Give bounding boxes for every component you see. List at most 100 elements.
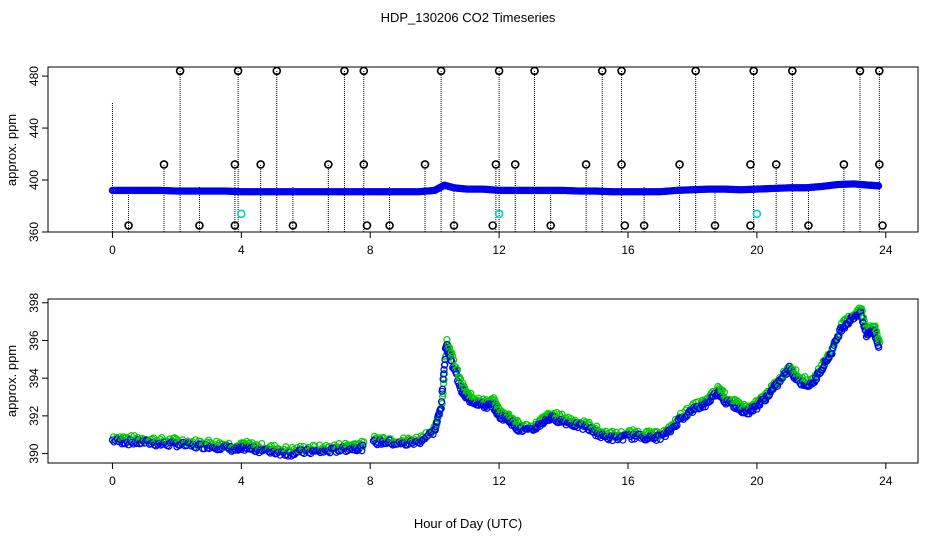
co2-point [672,422,680,431]
flagged-point [839,160,849,169]
top-dropouts [111,70,880,232]
x-tick-label: 8 [367,243,374,257]
top-points [108,66,887,230]
co2-alt-point [449,352,457,360]
flagged-point [875,160,884,169]
co2-alt-point [448,349,456,357]
bottom-x-axis: 0 4 8 12 16 20 24 [109,463,893,488]
flagged-point [617,160,626,169]
flagged-point [288,221,298,230]
co2-point [806,379,814,387]
flagged-point [340,66,349,76]
co2-point [875,343,883,351]
flagged-point [875,66,884,76]
flagged-point [233,66,243,76]
co2-alt-point [360,438,368,446]
flagged-point [788,66,797,76]
cal-point [752,209,762,219]
co2-point [874,182,883,190]
flagged-point [620,221,630,230]
flagged-point [385,221,394,230]
flagged-point [124,221,133,230]
flagged-point [546,221,555,230]
flagged-point [359,160,369,169]
flagged-point [878,221,887,230]
y-tick-label: 396 [27,330,41,350]
x-tick-label: 12 [492,474,506,488]
top-panel: 0 4 8 12 16 20 24 360 400 440 480 approx. ppm [4,66,919,257]
co2-alt-point [876,339,884,347]
y-tick-label: 394 [27,368,41,388]
flagged-point [159,160,169,169]
flagged-point [639,221,649,230]
flagged-point [597,66,607,76]
x-tick-label: 16 [621,243,635,257]
flagged-point [362,221,372,230]
co2-point [768,386,776,394]
co2-point [439,370,448,378]
co2-alt-point [720,388,728,396]
co2-point [438,385,447,393]
co2-point [447,356,455,365]
cal-point [494,209,504,219]
flagged-point [746,160,755,169]
flagged-point [691,66,700,76]
flagged-point [530,66,539,76]
x-tick-label: 16 [621,474,635,488]
y-tick-label: 360 [27,222,41,242]
x-tick-label: 0 [109,474,116,488]
top-x-axis: 0 4 8 12 16 20 24 [109,232,893,257]
co2-point [835,333,843,341]
x-axis-label: Hour of Day (UTC) [414,516,522,531]
y-tick-label: 440 [27,118,41,138]
y-tick-label: 480 [27,66,41,86]
x-tick-label: 24 [879,243,893,257]
flagged-point [436,66,446,76]
x-tick-label: 12 [492,243,506,257]
bottom-y-label: approx. ppm [4,345,19,417]
flagged-point [488,221,497,230]
y-tick-label: 392 [27,406,41,426]
x-tick-label: 20 [750,474,764,488]
flagged-point [420,160,430,169]
flagged-point [749,66,758,76]
flagged-point [256,160,265,169]
top-y-axis: 360 400 440 480 [27,66,48,242]
co2-point [200,445,208,453]
y-tick-label: 390 [27,443,41,463]
x-tick-label: 8 [367,474,374,488]
flagged-point [494,66,504,76]
co2-point [440,366,448,374]
flagged-point [771,160,781,169]
co2-point [414,438,423,447]
flagged-point [449,221,459,230]
y-tick-label: 400 [27,170,41,190]
flagged-point [359,66,369,76]
flagged-point [195,221,204,230]
co2-point [749,407,757,415]
flagged-point [230,221,240,230]
co2-alt-point [453,366,462,374]
x-tick-label: 24 [879,474,893,488]
co2-alt-point [872,327,881,335]
co2-alt-point [438,392,447,401]
co2-alt-point [593,422,601,430]
co2-point [669,423,677,431]
co2-alt-point [258,439,266,448]
flagged-point [491,160,501,169]
x-tick-label: 4 [238,243,245,257]
flagged-point [510,160,520,169]
co2-alt-point [450,356,458,364]
bottom-points [108,304,884,460]
flagged-point [617,66,626,76]
co2-alt-point [859,314,868,322]
co2-point [432,423,440,431]
bottom-plot-frame [47,298,919,464]
co2-point [359,441,367,449]
flagged-point [175,66,185,76]
flagged-point [324,160,333,169]
co2-alt-point [608,427,616,435]
chart-title: HDP_130206 CO2 Timeseries [381,10,556,25]
flagged-point [230,160,240,169]
